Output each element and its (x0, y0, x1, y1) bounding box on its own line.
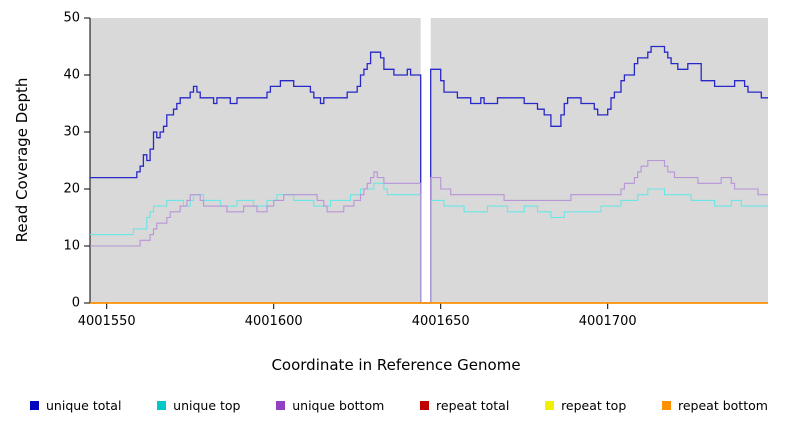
legend-swatch-icon (662, 401, 671, 410)
x-tick-label: 4001650 (412, 314, 470, 329)
legend-label: repeat top (561, 398, 627, 413)
legend-swatch-icon (545, 401, 555, 410)
legend-swatch-icon (420, 401, 430, 410)
y-tick-label: 10 (63, 239, 80, 254)
coverage-gap-band (420, 18, 431, 303)
series-unique-bottom (90, 159, 768, 304)
y-tick-label: 20 (63, 182, 80, 197)
legend-label: unique bottom (292, 398, 385, 413)
y-tick-label: 0 (72, 296, 80, 311)
legend-item-repeat-total: repeat total (420, 398, 509, 413)
legend-swatch-icon (30, 401, 39, 410)
legend: unique total unique top unique bottom repea… (0, 398, 792, 413)
y-tick-label: 30 (63, 125, 80, 140)
legend-label: unique total (46, 398, 122, 413)
legend-item-repeat-bottom: repeat bottom (662, 398, 768, 413)
legend-item-unique-total: unique total (30, 398, 121, 413)
y-tick-label: 50 (63, 11, 80, 26)
x-tick-label: 4001600 (245, 314, 303, 329)
series-unique-total (90, 45, 768, 304)
legend-swatch-icon (276, 401, 286, 410)
y-axis-title: Read Coverage Depth (13, 77, 31, 243)
legend-swatch-icon (157, 401, 167, 410)
legend-item-unique-top: unique top (157, 398, 240, 413)
coverage-step-plot: 0 10 20 30 40 50 4001550 4001600 4001650 4001700 (63, 11, 768, 329)
x-axis-title: Coordinate in Reference Genome (271, 356, 521, 374)
x-tick-label: 4001550 (78, 314, 136, 329)
series-unique-top (90, 182, 768, 304)
legend-item-unique-bottom: unique bottom (276, 398, 384, 413)
y-tick-label: 40 (63, 68, 80, 83)
x-tick-label: 4001700 (579, 314, 637, 329)
legend-label: repeat bottom (678, 398, 768, 413)
legend-label: repeat total (436, 398, 510, 413)
legend-item-repeat-top: repeat top (545, 398, 626, 413)
legend-label: unique top (173, 398, 241, 413)
